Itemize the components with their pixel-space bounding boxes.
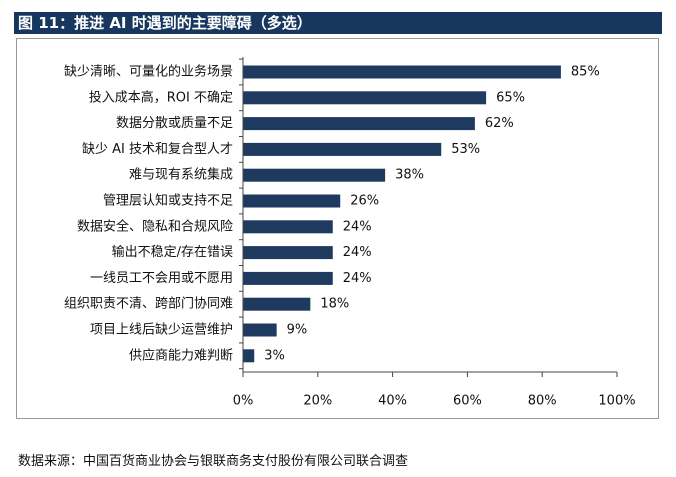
figure-title: 图 11：推进 AI 时遇到的主要障碍（多选） [14, 12, 662, 34]
bars-layer [243, 65, 561, 363]
x-tick-label: 0% [233, 394, 254, 409]
category-label: 项目上线后缺少运营维护 [90, 323, 233, 338]
bar [243, 297, 311, 311]
x-tick-label: 40% [378, 394, 407, 409]
bar [243, 65, 561, 79]
bar [243, 142, 442, 156]
category-label: 一线员工不会用或不愿用 [90, 271, 233, 286]
chart-frame: 缺少清晰、可量化的业务场景 85% 投入成本高，ROI 不确定 65% 数据分散或质量不… [16, 38, 659, 419]
bar [243, 220, 333, 234]
value-label: 3% [264, 348, 285, 363]
category-label: 供应商能力难判断 [129, 347, 233, 363]
bar [243, 194, 341, 208]
bar [243, 246, 333, 260]
category-label: 组织职责不清、跨部门协同难 [64, 297, 233, 312]
value-label: 18% [320, 297, 349, 312]
bar [243, 349, 255, 363]
source-note: 数据来源：中国百货商业协会与银联商务支付股份有限公司联合调查 [18, 454, 409, 469]
x-tick-label: 20% [303, 394, 332, 409]
bar [243, 323, 277, 337]
value-label: 24% [343, 245, 372, 260]
category-label: 缺少清晰、可量化的业务场景 [64, 64, 233, 80]
value-label: 38% [395, 168, 424, 183]
bar [243, 91, 487, 105]
value-label: 9% [287, 323, 308, 338]
value-label: 85% [571, 65, 600, 80]
value-label: 24% [343, 271, 372, 286]
bar [243, 117, 475, 131]
x-tick-label: 60% [453, 394, 482, 409]
bar [243, 168, 386, 182]
value-label: 62% [485, 116, 514, 131]
bar-chart: 缺少清晰、可量化的业务场景 85% 投入成本高，ROI 不确定 65% 数据分散或质量不… [64, 57, 636, 409]
labels-layer: 缺少清晰、可量化的业务场景 85% 投入成本高，ROI 不确定 65% 数据分散或质量不… [64, 64, 636, 409]
value-label: 24% [343, 219, 372, 234]
x-tick-label: 80% [528, 394, 557, 409]
category-label: 管理层认知或支持不足 [103, 193, 233, 209]
bar [243, 271, 333, 285]
value-label: 65% [496, 90, 525, 105]
value-label: 53% [451, 142, 480, 157]
axes-layer [239, 57, 618, 377]
x-tick-label: 100% [598, 394, 635, 409]
category-label: 数据分散或质量不足 [116, 116, 233, 131]
category-label: 数据安全、隐私和合规风险 [77, 218, 233, 234]
category-label: 输出不稳定/存在错误 [112, 244, 233, 260]
category-label: 投入成本高，ROI 不确定 [89, 89, 233, 105]
value-label: 26% [350, 194, 379, 209]
category-label: 难与现有系统集成 [129, 167, 233, 183]
category-label: 缺少 AI 技术和复合型人才 [82, 142, 233, 157]
